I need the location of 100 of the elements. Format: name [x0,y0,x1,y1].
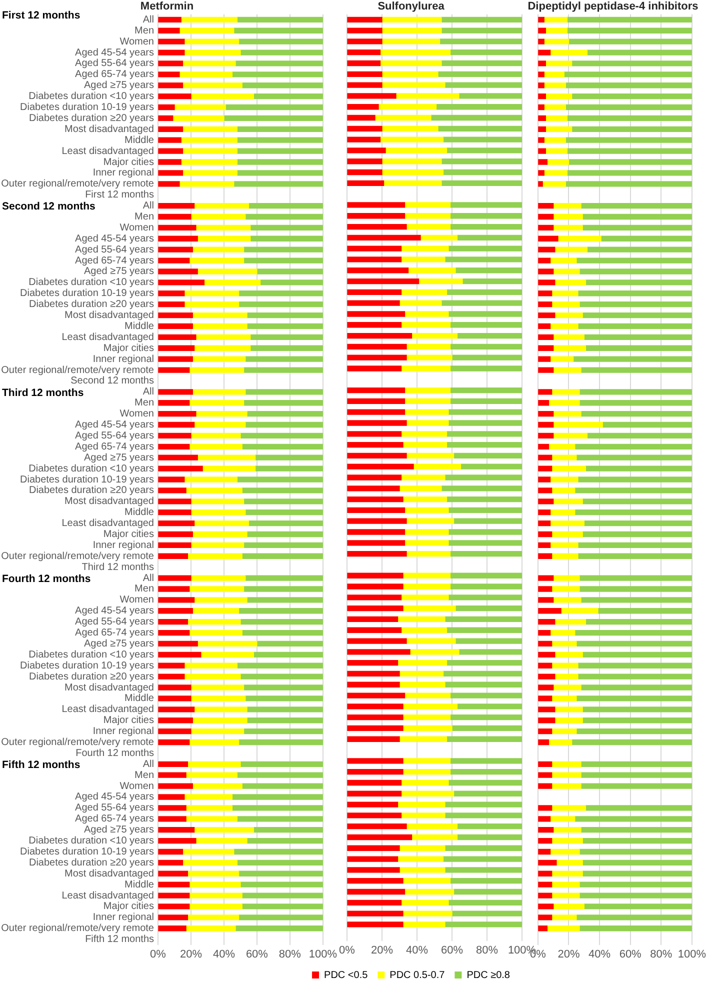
bar [444,616,522,622]
bar [158,531,193,538]
bar [453,790,522,796]
bar [189,739,240,746]
y-tick-label: Diabetes duration ≥20 years [28,857,154,868]
bar [538,290,552,296]
bar [551,805,586,811]
bar [158,159,182,165]
bar [402,725,452,732]
bar [584,334,692,340]
bar [565,82,692,88]
bar [196,224,251,231]
y-tick-label: Diabetes duration ≥20 years [28,299,154,310]
y-tick-label: Major cities [103,528,154,540]
bar [197,640,258,647]
bar [347,507,406,514]
bar [158,684,192,690]
bar [189,630,242,636]
bar [158,400,190,406]
bar [556,860,583,866]
bar [158,323,193,330]
bar [402,704,458,710]
bar [397,616,446,622]
bar [538,214,554,220]
bar [347,572,404,578]
y-tick-label: Diabetes duration 10-19 years [20,288,154,300]
bar [347,584,404,590]
y-tick-label: Aged 45-54 years [75,47,154,58]
bar [189,904,242,910]
chart-title: Metformin [140,0,194,13]
bar [453,452,522,459]
bar [566,16,692,23]
bar [347,38,382,44]
bar [382,82,446,88]
bar [189,444,242,450]
bar [158,783,193,789]
bar [245,510,323,516]
bar [550,520,584,526]
bar [347,812,402,818]
bar [250,345,323,351]
bar [186,805,233,811]
legend-label: PDC 0.5-0.7 [390,970,446,981]
bar [158,586,190,592]
y-tick-label: Diabetes duration <10 years [28,649,154,660]
bar [158,510,192,516]
bar [234,181,323,187]
bar [586,246,692,252]
bar [446,442,522,448]
bar [404,540,449,546]
y-tick-label: Outer regional/remote/very remote [1,550,154,562]
bar [158,476,185,482]
bar [347,28,382,34]
bar [446,627,522,633]
y-tick-label: Middle [124,320,154,332]
bar [158,236,198,242]
bar [538,761,552,767]
bar [538,630,551,636]
bar [246,706,323,712]
bar [158,553,188,559]
bar [347,420,407,426]
bar [240,882,323,888]
bar [444,256,522,262]
bar [202,466,256,472]
bar [448,780,522,786]
bar [347,366,402,372]
bar [158,246,193,252]
y-tick-label: Diabetes duration 10-19 years [20,660,154,672]
bar [450,50,522,56]
y-tick-label: Aged 65-74 years [75,814,154,825]
bar [582,860,692,866]
y-tick-label: Diabetes duration ≥20 years [28,671,154,682]
y-tick-label: Middle [124,134,154,146]
bar [186,816,238,822]
bar [236,772,323,778]
y-tick-label: Diabetes duration <10 years [28,463,154,474]
bar [576,696,692,702]
bar [243,728,323,734]
bar [187,761,241,767]
bar [184,476,238,482]
bar [158,422,195,428]
bar [546,926,580,932]
x-tick-label: 80% [278,948,302,960]
bar [402,572,451,578]
bar [565,137,692,143]
bar [538,684,554,690]
bar [250,224,323,231]
bar [545,28,568,34]
bar [235,926,323,932]
bar [551,838,583,844]
y-tick-label: Men [134,25,154,36]
bar [347,158,382,164]
bar [580,367,692,373]
bar [190,696,246,702]
bar [243,400,323,406]
bar [158,488,186,494]
bar [347,529,406,535]
bar [347,725,404,732]
bar [240,432,323,439]
bar [396,93,460,99]
y-tick-label: Most disadvantaged [64,682,154,694]
